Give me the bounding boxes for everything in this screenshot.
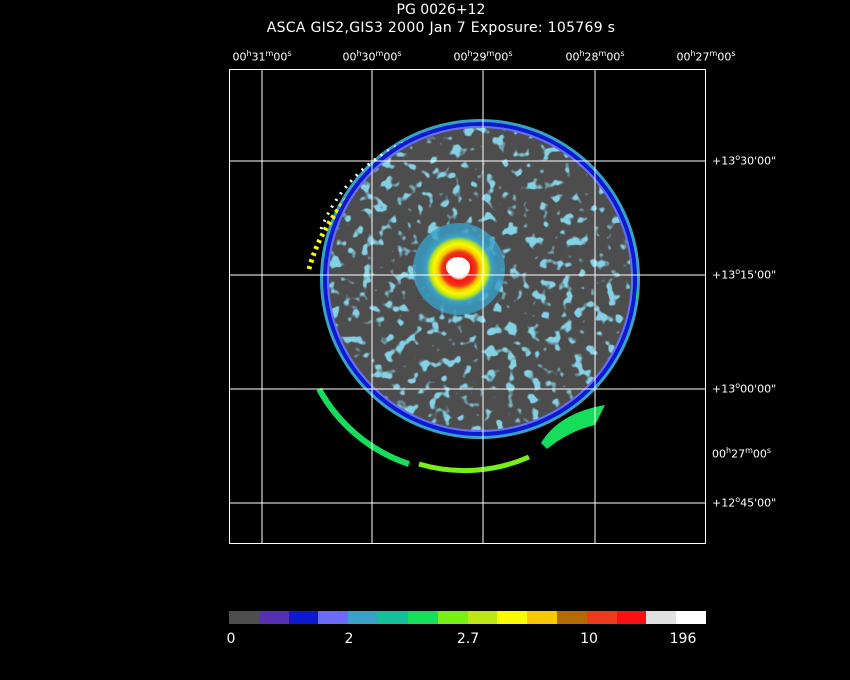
ra-tick-label: 00h28m00s [565,49,625,64]
colorbar-label: 2 [344,631,354,647]
colorbar-swatch [258,611,289,624]
dec-tick-label: +13o15'00" [712,267,777,282]
colorbar-swatch [229,611,259,624]
colorbar-swatch [646,611,677,624]
xray-image-plot [229,69,706,544]
dec-tick-label: +13o00'00" [712,381,777,396]
colorbar-swatch [318,611,349,624]
colorbar-swatch [437,611,468,624]
dec-tick-label: +13o30'00" [712,153,777,168]
colorbar-swatch [467,611,498,624]
ra-tick-label: 00h27m00s [676,49,736,64]
colorbar-label: 10 [580,631,598,647]
colorbar-swatch [348,611,379,624]
colorbar-swatch [556,611,587,624]
colorbar-label: 0 [226,631,236,647]
xray-source [413,223,505,315]
coordinate-grid [229,69,706,544]
image-title: PG 0026+12 [396,2,486,18]
colorbar-swatch [616,611,647,624]
colorbar-swatch [527,611,557,624]
dec-tick-label: +12o45'00" [712,495,777,510]
ra-extra-label: 00h27m00s [712,446,772,461]
colorbar-swatch [378,611,408,624]
colorbar-swatch [676,611,706,624]
colorbar-swatch [288,611,319,624]
colorbar-label: 2.7 [456,631,480,647]
ra-tick-label: 00h31m00s [232,49,292,64]
colorbar-swatch [586,611,617,624]
colorbar-label: 196 [669,631,697,647]
colorbar-swatch [497,611,528,624]
ra-tick-label: 00h30m00s [342,49,402,64]
ra-tick-label: 00h29m00s [453,49,513,64]
colorbar-swatch [407,611,438,624]
image-subtitle: ASCA GIS2,GIS3 2000 Jan 7 Exposure: 1057… [266,20,616,36]
colorbar [229,611,706,624]
